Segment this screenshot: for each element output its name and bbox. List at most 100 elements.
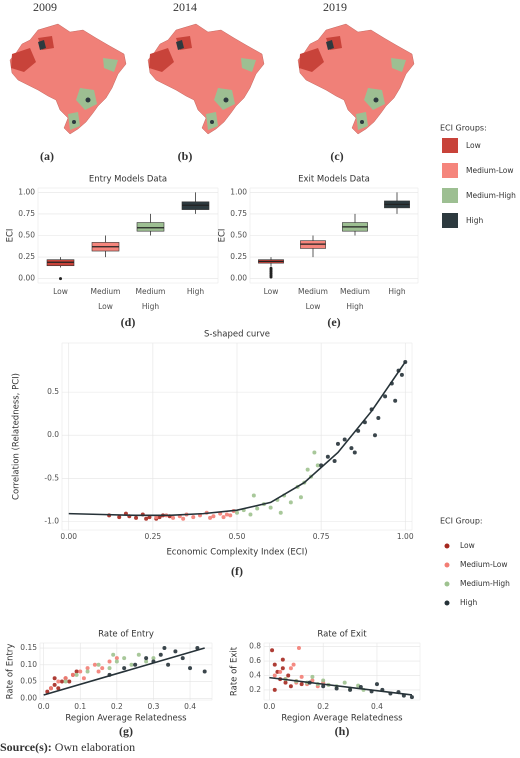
y-tick-label: -1.0 [44, 516, 59, 525]
x-tick-line: Low [98, 302, 113, 311]
y-tick-label: 1.00 [230, 187, 247, 196]
point [288, 684, 293, 689]
point [107, 666, 112, 671]
x-tick-label: 0.0 [38, 702, 50, 711]
y-tick-label: 0.05 [20, 677, 37, 686]
point [321, 678, 326, 683]
map-year: 2014 [173, 0, 197, 14]
x-tick-label: 0.3 [147, 702, 159, 711]
trend-line [269, 676, 413, 696]
point [280, 666, 285, 671]
legend-dot [444, 600, 450, 606]
point [81, 676, 86, 681]
outlier [269, 275, 273, 279]
point [114, 659, 119, 664]
point [74, 672, 79, 677]
y-axis-label: ECI [6, 229, 16, 243]
point [117, 515, 122, 520]
panel-label: (f) [231, 564, 243, 578]
point [52, 682, 57, 687]
x-tick-label: Medium High [340, 287, 370, 311]
point [298, 495, 303, 500]
point [181, 516, 186, 521]
point [278, 510, 283, 515]
legend-title: ECI Groups: [440, 124, 487, 133]
point [166, 662, 171, 667]
point [144, 656, 149, 661]
source-label: Source(s): [0, 740, 52, 754]
point [85, 666, 90, 671]
source: Source(s): Own elaboration [0, 740, 135, 754]
x-tick-line: Low [306, 302, 321, 311]
panel-label: (a) [40, 149, 54, 163]
point [248, 512, 253, 517]
box [136, 222, 165, 232]
point [272, 687, 277, 692]
y-tick-label: 0.00 [18, 274, 35, 283]
legend-label: Medium-High [460, 579, 510, 588]
x-tick-line: Medium [91, 287, 121, 296]
x-axis-label: Region Average Relatedness [281, 714, 403, 724]
point [342, 680, 347, 685]
x-tick-line: High [388, 287, 405, 296]
map-2019 [297, 23, 415, 135]
x-tick-line: High [187, 287, 204, 296]
point [188, 666, 193, 671]
point [376, 415, 381, 420]
point [291, 662, 296, 667]
point [342, 437, 347, 442]
y-tick-label: 0.0 [47, 430, 59, 439]
point [280, 657, 285, 662]
point [211, 514, 216, 519]
point [133, 662, 138, 667]
point [374, 682, 379, 687]
y-tick-label: 0.2 [249, 685, 261, 694]
x-tick-line: High [142, 302, 159, 311]
x-tick-label: Medium Low [298, 287, 328, 311]
point [85, 669, 90, 674]
point [299, 674, 304, 679]
map-2009 [9, 23, 127, 135]
legend-label: Low [460, 541, 475, 550]
y-tick-label: 0.15 [20, 643, 37, 652]
legend-dot [444, 562, 450, 568]
point [283, 680, 288, 685]
x-axis-label: Economic Complexity Index (ECI) [166, 548, 307, 558]
x-axis-label: Region Average Relatedness [65, 714, 187, 724]
panel-label: (h) [335, 724, 350, 738]
point [48, 686, 53, 691]
point [224, 512, 229, 517]
point [96, 669, 101, 674]
point [334, 686, 339, 691]
point [272, 662, 277, 667]
x-tick-line: Medium [298, 287, 328, 296]
point [111, 652, 116, 657]
x-tick-label: Low [53, 287, 68, 296]
point [67, 679, 72, 684]
x-tick-line: Medium [136, 287, 166, 296]
point [208, 515, 213, 520]
legend-label: Low [466, 141, 481, 150]
point [92, 662, 97, 667]
x-tick-label: Medium Low [91, 287, 121, 311]
source-text: Own elaboration [55, 740, 135, 754]
x-tick-label: High [388, 287, 405, 296]
legend-dot [444, 543, 450, 549]
point [191, 515, 196, 520]
point [114, 656, 119, 661]
x-tick-line: Medium [340, 287, 370, 296]
point [235, 510, 239, 515]
point [162, 646, 167, 651]
y-tick-label: -0.5 [44, 473, 59, 482]
x-tick-label: 0.00 [60, 532, 77, 541]
legend-label: High [466, 216, 483, 225]
x-tick-label: High [187, 287, 204, 296]
trend-line [68, 361, 406, 517]
point [100, 666, 105, 671]
legend-label: High [460, 598, 477, 607]
point [349, 446, 354, 451]
legend-label: Medium-Low [460, 560, 507, 569]
point [352, 450, 357, 455]
point [59, 679, 64, 684]
